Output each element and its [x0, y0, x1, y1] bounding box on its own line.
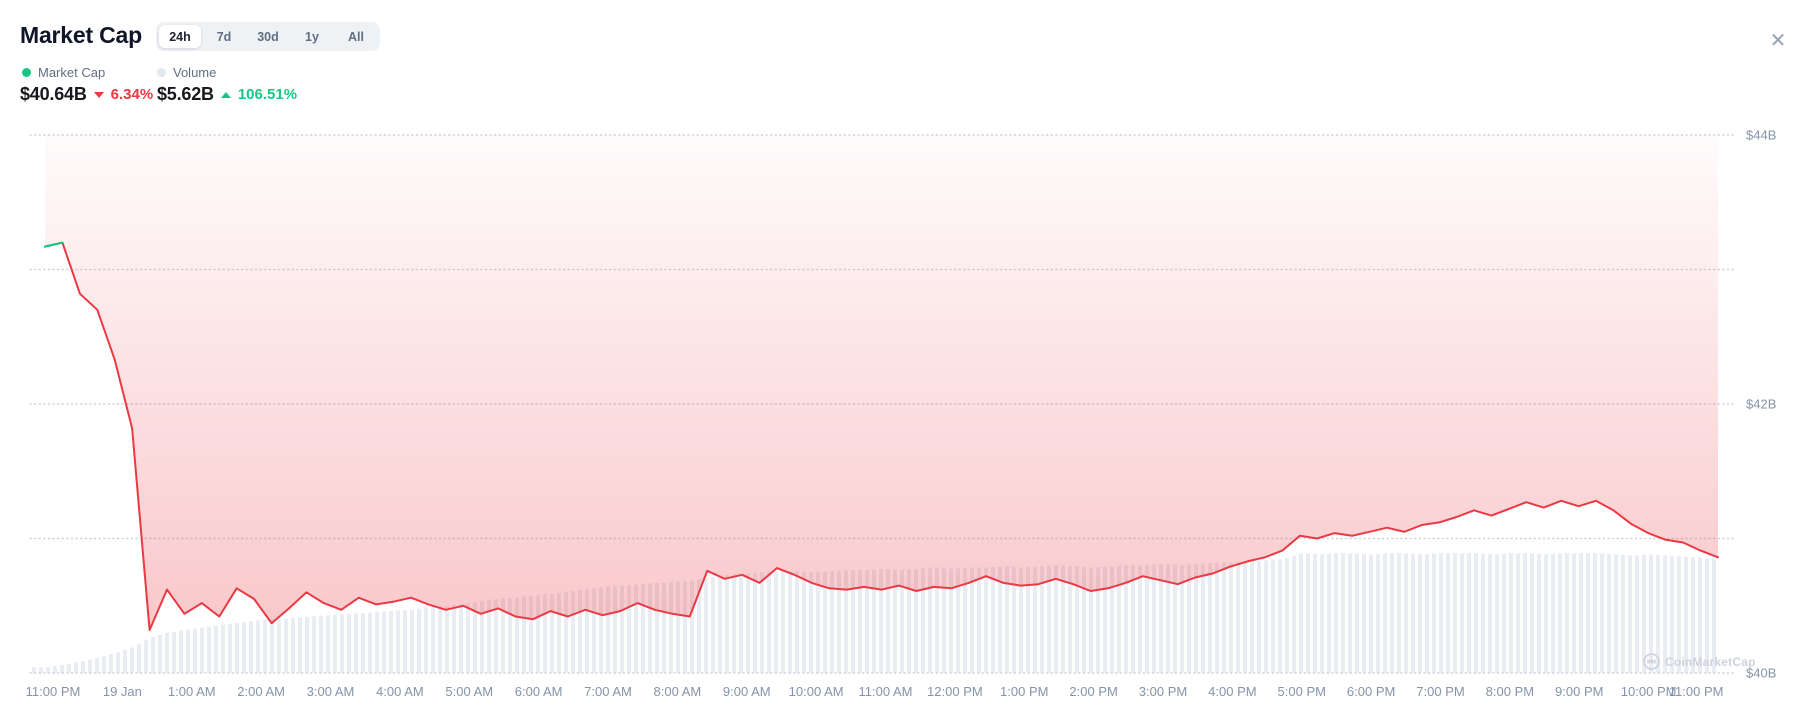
watermark-label: CoinMarketCap	[1665, 654, 1756, 669]
market-cap-value: $40.64B	[20, 84, 87, 104]
area-fill	[45, 135, 1718, 630]
legend-item-market-cap[interactable]: Market Cap	[22, 65, 105, 80]
down-triangle-icon	[93, 91, 104, 98]
x-tick-label: 1:00 AM	[167, 684, 216, 699]
x-tick-label: 5:00 PM	[1277, 684, 1326, 699]
tab-7d[interactable]: 7d	[203, 25, 245, 48]
x-tick-label: 9:00 PM	[1555, 684, 1604, 699]
market-cap-line-green-segment	[44, 241, 64, 248]
x-tick-label: 7:00 AM	[584, 684, 632, 699]
x-tick-label: 7:00 PM	[1416, 684, 1465, 699]
page-title: Market Cap	[20, 22, 142, 48]
market-cap-value-row: $40.64B 6.34%	[20, 84, 153, 105]
watermark: CoinMarketCap	[1643, 653, 1756, 670]
tab-all[interactable]: All	[335, 25, 377, 48]
volume-value-row: $5.62B 106.51%	[157, 84, 297, 105]
market-cap-dot-icon	[22, 68, 31, 77]
time-range-tabs: 24h 7d 30d 1y All	[156, 22, 380, 51]
x-tick-label: 6:00 AM	[514, 684, 563, 699]
tab-24h[interactable]: 24h	[159, 25, 201, 48]
x-tick-label: 8:00 PM	[1485, 684, 1535, 699]
volume-value: $5.62B	[157, 84, 214, 104]
x-tick-label: 2:00 PM	[1069, 684, 1118, 699]
x-tick-label: 6:00 PM	[1346, 684, 1396, 699]
x-tick-label: 3:00 PM	[1138, 684, 1188, 699]
close-icon[interactable]: ✕	[1769, 29, 1787, 52]
x-tick-label: 10:00 AM	[788, 684, 844, 699]
y-tick-label: $44B	[1746, 127, 1777, 143]
x-tick-label: 11:00 PM	[25, 684, 81, 699]
x-tick-label: 9:00 AM	[722, 684, 771, 699]
legend-label-market-cap: Market Cap	[38, 65, 106, 80]
y-tick-label: $40B	[1746, 665, 1777, 681]
market-cap-line	[44, 241, 1719, 631]
tab-30d[interactable]: 30d	[247, 25, 289, 48]
up-triangle-icon	[220, 91, 231, 98]
coinmarketcap-logo-icon	[1643, 653, 1660, 670]
x-tick-label: 12:00 PM	[927, 684, 983, 699]
market-cap-change: 6.34%	[110, 86, 154, 103]
volume-dot-icon	[157, 68, 166, 77]
x-tick-label: 11:00 PM	[1668, 684, 1724, 699]
x-tick-label: 8:00 AM	[653, 684, 702, 699]
tab-1y[interactable]: 1y	[291, 25, 333, 48]
legend-label-volume: Volume	[173, 65, 217, 80]
volume-change: 106.51%	[237, 86, 298, 103]
x-tick-label: 10:00 PM	[1620, 684, 1677, 699]
x-tick-label: 5:00 AM	[445, 684, 494, 699]
x-tick-label: 19 Jan	[102, 684, 142, 699]
y-tick-label: $42B	[1746, 396, 1777, 412]
x-tick-label: 11:00 AM	[858, 684, 913, 699]
x-tick-label: 4:00 AM	[376, 684, 424, 699]
x-tick-label: 1:00 PM	[1000, 684, 1049, 699]
x-tick-label: 3:00 AM	[306, 684, 355, 699]
legend-item-volume[interactable]: Volume	[157, 65, 216, 80]
x-tick-label: 4:00 PM	[1208, 684, 1257, 699]
x-tick-label: 2:00 AM	[237, 684, 285, 699]
